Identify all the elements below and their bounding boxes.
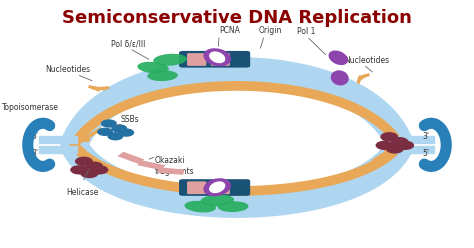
Circle shape <box>91 165 109 175</box>
Circle shape <box>375 141 393 150</box>
Text: Nucleotides: Nucleotides <box>45 65 91 74</box>
Ellipse shape <box>209 51 225 63</box>
Circle shape <box>380 132 398 141</box>
Circle shape <box>391 137 409 146</box>
Ellipse shape <box>203 48 231 66</box>
Polygon shape <box>157 167 185 175</box>
FancyBboxPatch shape <box>179 51 250 68</box>
Polygon shape <box>137 160 165 170</box>
Text: PCNA: PCNA <box>219 26 240 35</box>
Ellipse shape <box>153 54 187 66</box>
Circle shape <box>81 169 99 178</box>
Ellipse shape <box>201 194 234 207</box>
Circle shape <box>111 124 127 133</box>
Ellipse shape <box>137 62 169 73</box>
Text: 5': 5' <box>422 149 429 158</box>
FancyBboxPatch shape <box>179 179 250 196</box>
Circle shape <box>85 161 103 171</box>
Circle shape <box>70 165 88 175</box>
Ellipse shape <box>184 201 216 213</box>
Text: 3': 3' <box>422 132 429 141</box>
Text: Okazaki
fragments: Okazaki fragments <box>155 156 194 177</box>
Ellipse shape <box>331 70 349 86</box>
Circle shape <box>75 157 93 166</box>
Text: Pol 1: Pol 1 <box>297 27 316 36</box>
Text: 5': 5' <box>32 132 39 141</box>
Text: Topoisomerase: Topoisomerase <box>2 103 59 112</box>
FancyBboxPatch shape <box>210 53 230 66</box>
Text: SSBs: SSBs <box>120 116 139 124</box>
Circle shape <box>396 141 414 150</box>
Polygon shape <box>118 152 145 164</box>
Text: 3': 3' <box>32 149 39 158</box>
Ellipse shape <box>203 178 231 196</box>
Text: Pol δ/ε/III: Pol δ/ε/III <box>111 39 145 48</box>
Circle shape <box>108 132 123 140</box>
FancyBboxPatch shape <box>187 53 206 66</box>
Ellipse shape <box>218 201 248 212</box>
Text: Origin: Origin <box>258 26 282 35</box>
Ellipse shape <box>328 51 348 65</box>
Text: Helicase: Helicase <box>66 188 99 197</box>
Ellipse shape <box>209 181 225 193</box>
Circle shape <box>118 128 134 137</box>
FancyBboxPatch shape <box>210 181 230 194</box>
Ellipse shape <box>147 70 178 81</box>
FancyBboxPatch shape <box>187 181 206 194</box>
Text: Semiconservative DNA Replication: Semiconservative DNA Replication <box>62 9 412 27</box>
Circle shape <box>97 128 113 136</box>
Circle shape <box>101 119 117 128</box>
Text: Nucleotides: Nucleotides <box>345 56 390 65</box>
Circle shape <box>386 144 404 154</box>
